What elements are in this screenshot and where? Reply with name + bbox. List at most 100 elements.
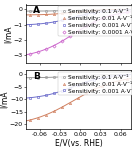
Sensitivity: 0.0001 A·V⁻¹: (0.045, -0.425): 0.0001 A·V⁻¹: (0.045, -0.425): [110, 15, 111, 17]
Sensitivity: 0.0001 A·V⁻¹: (0.057, -0.298): 0.0001 A·V⁻¹: (0.057, -0.298): [118, 13, 119, 15]
Sensitivity: 0.001 A·V⁻¹: (-0.003, -0.455): 0.001 A·V⁻¹: (-0.003, -0.455): [77, 15, 79, 17]
Sensitivity: 0.001 A·V⁻¹: (-0.015, -5.56): 0.001 A·V⁻¹: (-0.015, -5.56): [69, 87, 71, 89]
Sensitivity: 0.1 A·V⁻¹: (-0.015, -0.939): 0.1 A·V⁻¹: (-0.015, -0.939): [69, 75, 71, 77]
Text: A: A: [33, 6, 40, 15]
Sensitivity: 0.01 A·V⁻¹: (-0.027, -13.2): 0.01 A·V⁻¹: (-0.027, -13.2): [61, 106, 63, 108]
Sensitivity: 0.0001 A·V⁻¹: (-0.027, -2.07): 0.0001 A·V⁻¹: (-0.027, -2.07): [61, 40, 63, 42]
Sensitivity: 0.001 A·V⁻¹: (-0.051, -0.909): 0.001 A·V⁻¹: (-0.051, -0.909): [45, 22, 47, 24]
Sensitivity: 0.001 A·V⁻¹: (-0.003, -4.33): 0.001 A·V⁻¹: (-0.003, -4.33): [77, 84, 79, 86]
Sensitivity: 0.001 A·V⁻¹: (-0.051, -8.53): 0.001 A·V⁻¹: (-0.051, -8.53): [45, 94, 47, 96]
Text: B: B: [33, 72, 39, 81]
Sensitivity: 0.1 A·V⁻¹: (-0.075, -1.46): 0.1 A·V⁻¹: (-0.075, -1.46): [29, 77, 30, 79]
Sensitivity: 0.01 A·V⁻¹: (-0.015, -0.225): 0.01 A·V⁻¹: (-0.015, -0.225): [69, 12, 71, 13]
Sensitivity: 0.01 A·V⁻¹: (-0.039, -0.319): 0.01 A·V⁻¹: (-0.039, -0.319): [53, 13, 55, 15]
Sensitivity: 0.01 A·V⁻¹: (0.021, -6.16): 0.01 A·V⁻¹: (0.021, -6.16): [94, 88, 95, 90]
Sensitivity: 0.001 A·V⁻¹: (0.009, -0.327): 0.001 A·V⁻¹: (0.009, -0.327): [86, 13, 87, 15]
Line: Sensitivity: 0.1 A·V⁻¹: Sensitivity: 0.1 A·V⁻¹: [29, 74, 128, 79]
Sensitivity: 0.001 A·V⁻¹: (-0.063, -0.963): 0.001 A·V⁻¹: (-0.063, -0.963): [37, 23, 39, 25]
Sensitivity: 0.1 A·V⁻¹: (0.033, -0.0277): 0.1 A·V⁻¹: (0.033, -0.0277): [102, 9, 103, 11]
Sensitivity: 0.1 A·V⁻¹: (0.033, -0.312): 0.1 A·V⁻¹: (0.033, -0.312): [102, 74, 103, 76]
Sensitivity: 0.01 A·V⁻¹: (0.057, -2.75): 0.01 A·V⁻¹: (0.057, -2.75): [118, 80, 119, 82]
Sensitivity: 0.01 A·V⁻¹: (0.045, -3.63): 0.01 A·V⁻¹: (0.045, -3.63): [110, 82, 111, 84]
Line: Sensitivity: 0.1 A·V⁻¹: Sensitivity: 0.1 A·V⁻¹: [29, 8, 128, 12]
Sensitivity: 0.01 A·V⁻¹: (-0.015, -11.4): 0.01 A·V⁻¹: (-0.015, -11.4): [69, 102, 71, 103]
Sensitivity: 0.1 A·V⁻¹: (-0.051, -1.38): 0.1 A·V⁻¹: (-0.051, -1.38): [45, 76, 47, 78]
Sensitivity: 0.001 A·V⁻¹: (0.021, -0.225): 0.001 A·V⁻¹: (0.021, -0.225): [94, 12, 95, 13]
Sensitivity: 0.001 A·V⁻¹: (0.069, -0.319): 0.001 A·V⁻¹: (0.069, -0.319): [126, 74, 127, 76]
Sensitivity: 0.1 A·V⁻¹: (0.069, -0.021): 0.1 A·V⁻¹: (0.069, -0.021): [126, 9, 127, 10]
Sensitivity: 0.1 A·V⁻¹: (0.021, -0.0348): 0.1 A·V⁻¹: (0.021, -0.0348): [94, 9, 95, 11]
Sensitivity: 0.001 A·V⁻¹: (-0.075, -0.998): 0.001 A·V⁻¹: (-0.075, -0.998): [29, 24, 30, 26]
X-axis label: E/V(vs. RHE): E/V(vs. RHE): [55, 139, 102, 148]
Sensitivity: 0.1 A·V⁻¹: (0.057, -0.232): 0.1 A·V⁻¹: (0.057, -0.232): [118, 74, 119, 75]
Sensitivity: 0.1 A·V⁻¹: (-0.027, -0.101): 0.1 A·V⁻¹: (-0.027, -0.101): [61, 10, 63, 12]
Sensitivity: 0.001 A·V⁻¹: (0.033, -0.15): 0.001 A·V⁻¹: (0.033, -0.15): [102, 11, 103, 12]
Sensitivity: 0.0001 A·V⁻¹: (-0.003, -1.42): 0.0001 A·V⁻¹: (-0.003, -1.42): [77, 30, 79, 32]
Sensitivity: 0.1 A·V⁻¹: (-0.027, -1.13): 0.1 A·V⁻¹: (-0.027, -1.13): [61, 76, 63, 78]
Sensitivity: 0.1 A·V⁻¹: (-0.039, -1.28): 0.1 A·V⁻¹: (-0.039, -1.28): [53, 76, 55, 78]
Sensitivity: 0.01 A·V⁻¹: (0.009, -7.78): 0.01 A·V⁻¹: (0.009, -7.78): [86, 93, 87, 94]
Legend: Sensitivity: 0.1 A·V⁻¹, Sensitivity: 0.01 A·V⁻¹, Sensitivity: 0.001 A·V⁻¹: Sensitivity: 0.1 A·V⁻¹, Sensitivity: 0.0…: [58, 72, 132, 95]
Sensitivity: 0.01 A·V⁻¹: (0.033, -4.77): 0.01 A·V⁻¹: (0.033, -4.77): [102, 85, 103, 87]
Sensitivity: 0.01 A·V⁻¹: (0.069, -2.07): 0.01 A·V⁻¹: (0.069, -2.07): [126, 78, 127, 80]
Sensitivity: 0.0001 A·V⁻¹: (-0.015, -1.75): 0.0001 A·V⁻¹: (-0.015, -1.75): [69, 35, 71, 37]
Sensitivity: 0.1 A·V⁻¹: (-0.063, -0.126): 0.1 A·V⁻¹: (-0.063, -0.126): [37, 10, 39, 12]
Sensitivity: 0.001 A·V⁻¹: (0.057, -0.561): 0.001 A·V⁻¹: (0.057, -0.561): [118, 75, 119, 76]
Sensitivity: 0.1 A·V⁻¹: (-0.051, -0.121): 0.1 A·V⁻¹: (-0.051, -0.121): [45, 10, 47, 12]
Sensitivity: 0.01 A·V⁻¹: (-0.063, -0.361): 0.01 A·V⁻¹: (-0.063, -0.361): [37, 14, 39, 16]
Sensitivity: 0.001 A·V⁻¹: (0.009, -3.18): 0.001 A·V⁻¹: (0.009, -3.18): [86, 81, 87, 83]
Line: Sensitivity: 0.001 A·V⁻¹: Sensitivity: 0.001 A·V⁻¹: [29, 9, 128, 26]
Sensitivity: 0.001 A·V⁻¹: (0.045, -0.927): 0.001 A·V⁻¹: (0.045, -0.927): [110, 75, 111, 77]
Legend: Sensitivity: 0.1 A·V⁻¹, Sensitivity: 0.01 A·V⁻¹, Sensitivity: 0.001 A·V⁻¹, Sensi: Sensitivity: 0.1 A·V⁻¹, Sensitivity: 0.0…: [58, 6, 132, 36]
Sensitivity: 0.001 A·V⁻¹: (-0.027, -0.723): 0.001 A·V⁻¹: (-0.027, -0.723): [61, 19, 63, 21]
Sensitivity: 0.01 A·V⁻¹: (0.021, -0.0754): 0.01 A·V⁻¹: (0.021, -0.0754): [94, 9, 95, 11]
Sensitivity: 0.001 A·V⁻¹: (0.057, -0.0682): 0.001 A·V⁻¹: (0.057, -0.0682): [118, 9, 119, 11]
Sensitivity: 0.1 A·V⁻¹: (-0.075, -0.128): 0.1 A·V⁻¹: (-0.075, -0.128): [29, 10, 30, 12]
Sensitivity: 0.0001 A·V⁻¹: (-0.051, -2.59): 0.0001 A·V⁻¹: (-0.051, -2.59): [45, 48, 47, 50]
Sensitivity: 0.01 A·V⁻¹: (-0.003, -0.166): 0.01 A·V⁻¹: (-0.003, -0.166): [77, 11, 79, 13]
Sensitivity: 0.0001 A·V⁻¹: (-0.063, -2.77): 0.0001 A·V⁻¹: (-0.063, -2.77): [37, 51, 39, 53]
Sensitivity: 0.0001 A·V⁻¹: (0.069, -0.208): 0.0001 A·V⁻¹: (0.069, -0.208): [126, 11, 127, 13]
Sensitivity: 0.1 A·V⁻¹: (-0.063, -1.43): 0.1 A·V⁻¹: (-0.063, -1.43): [37, 77, 39, 78]
Sensitivity: 0.01 A·V⁻¹: (-0.039, -14.9): 0.01 A·V⁻¹: (-0.039, -14.9): [53, 110, 55, 112]
Sensitivity: 0.001 A·V⁻¹: (0.021, -2.21): 0.001 A·V⁻¹: (0.021, -2.21): [94, 79, 95, 80]
Sensitivity: 0.1 A·V⁻¹: (0.045, -0.26): 0.1 A·V⁻¹: (0.045, -0.26): [110, 74, 111, 76]
Sensitivity: 0.001 A·V⁻¹: (-0.027, -6.74): 0.001 A·V⁻¹: (-0.027, -6.74): [61, 90, 63, 92]
Sensitivity: 0.001 A·V⁻¹: (0.069, -0.0486): 0.001 A·V⁻¹: (0.069, -0.0486): [126, 9, 127, 11]
Sensitivity: 0.1 A·V⁻¹: (0.045, -0.0239): 0.1 A·V⁻¹: (0.045, -0.0239): [110, 9, 111, 10]
Y-axis label: I/mA: I/mA: [3, 25, 12, 43]
Sensitivity: 0.01 A·V⁻¹: (-0.027, -0.279): 0.01 A·V⁻¹: (-0.027, -0.279): [61, 13, 63, 14]
Sensitivity: 0.01 A·V⁻¹: (0.009, -0.114): 0.01 A·V⁻¹: (0.009, -0.114): [86, 10, 87, 12]
Y-axis label: I/mA: I/mA: [0, 91, 8, 108]
Sensitivity: 0.001 A·V⁻¹: (-0.075, -9.49): 0.001 A·V⁻¹: (-0.075, -9.49): [29, 97, 30, 99]
Line: Sensitivity: 0.001 A·V⁻¹: Sensitivity: 0.001 A·V⁻¹: [29, 74, 128, 99]
Sensitivity: 0.01 A·V⁻¹: (-0.003, -9.57): 0.01 A·V⁻¹: (-0.003, -9.57): [77, 97, 79, 99]
Sensitivity: 0.01 A·V⁻¹: (0.033, -0.0509): 0.01 A·V⁻¹: (0.033, -0.0509): [102, 9, 103, 11]
Sensitivity: 0.0001 A·V⁻¹: (0.009, -1.1): 0.0001 A·V⁻¹: (0.009, -1.1): [86, 25, 87, 27]
Sensitivity: 0.0001 A·V⁻¹: (-0.039, -2.35): 0.0001 A·V⁻¹: (-0.039, -2.35): [53, 45, 55, 46]
Sensitivity: 0.01 A·V⁻¹: (0.069, -0.0246): 0.01 A·V⁻¹: (0.069, -0.0246): [126, 9, 127, 10]
Sensitivity: 0.1 A·V⁻¹: (-0.039, -0.114): 0.1 A·V⁻¹: (-0.039, -0.114): [53, 10, 55, 12]
Sensitivity: 0.001 A·V⁻¹: (-0.063, -9.1): 0.001 A·V⁻¹: (-0.063, -9.1): [37, 96, 39, 98]
Sensitivity: 0.01 A·V⁻¹: (-0.051, -0.346): 0.01 A·V⁻¹: (-0.051, -0.346): [45, 14, 47, 15]
Sensitivity: 0.1 A·V⁻¹: (-0.003, -0.726): 0.1 A·V⁻¹: (-0.003, -0.726): [77, 75, 79, 77]
Sensitivity: 0.01 A·V⁻¹: (0.045, -0.0367): 0.01 A·V⁻¹: (0.045, -0.0367): [110, 9, 111, 11]
Sensitivity: 0.1 A·V⁻¹: (-0.003, -0.0636): 0.1 A·V⁻¹: (-0.003, -0.0636): [77, 9, 79, 11]
Line: Sensitivity: 0.01 A·V⁻¹: Sensitivity: 0.01 A·V⁻¹: [29, 8, 128, 16]
Line: Sensitivity: 0.01 A·V⁻¹: Sensitivity: 0.01 A·V⁻¹: [29, 78, 128, 121]
Sensitivity: 0.01 A·V⁻¹: (-0.075, -0.37): 0.01 A·V⁻¹: (-0.075, -0.37): [29, 14, 30, 16]
Sensitivity: 0.1 A·V⁻¹: (-0.015, -0.0832): 0.1 A·V⁻¹: (-0.015, -0.0832): [69, 9, 71, 11]
Sensitivity: 0.0001 A·V⁻¹: (0.033, -0.598): 0.0001 A·V⁻¹: (0.033, -0.598): [102, 17, 103, 19]
Sensitivity: 0.1 A·V⁻¹: (0.057, -0.0219): 0.1 A·V⁻¹: (0.057, -0.0219): [118, 9, 119, 10]
Sensitivity: 0.1 A·V⁻¹: (0.021, -0.4): 0.1 A·V⁻¹: (0.021, -0.4): [94, 74, 95, 76]
Sensitivity: 0.001 A·V⁻¹: (0.045, -0.1): 0.001 A·V⁻¹: (0.045, -0.1): [110, 10, 111, 12]
Sensitivity: 0.1 A·V⁻¹: (0.009, -0.538): 0.1 A·V⁻¹: (0.009, -0.538): [86, 74, 87, 76]
Sensitivity: 0.0001 A·V⁻¹: (-0.075, -2.9): 0.0001 A·V⁻¹: (-0.075, -2.9): [29, 53, 30, 55]
Sensitivity: 0.01 A·V⁻¹: (-0.075, -18.4): 0.01 A·V⁻¹: (-0.075, -18.4): [29, 119, 30, 121]
Sensitivity: 0.01 A·V⁻¹: (-0.063, -17.5): 0.01 A·V⁻¹: (-0.063, -17.5): [37, 117, 39, 119]
Sensitivity: 0.1 A·V⁻¹: (0.069, -0.217): 0.1 A·V⁻¹: (0.069, -0.217): [126, 74, 127, 75]
Sensitivity: 0.0001 A·V⁻¹: (0.021, -0.823): 0.0001 A·V⁻¹: (0.021, -0.823): [94, 21, 95, 23]
Sensitivity: 0.001 A·V⁻¹: (-0.015, -0.593): 0.001 A·V⁻¹: (-0.015, -0.593): [69, 17, 71, 19]
Line: Sensitivity: 0.0001 A·V⁻¹: Sensitivity: 0.0001 A·V⁻¹: [29, 11, 128, 55]
Sensitivity: 0.001 A·V⁻¹: (0.033, -1.46): 0.001 A·V⁻¹: (0.033, -1.46): [102, 77, 103, 79]
